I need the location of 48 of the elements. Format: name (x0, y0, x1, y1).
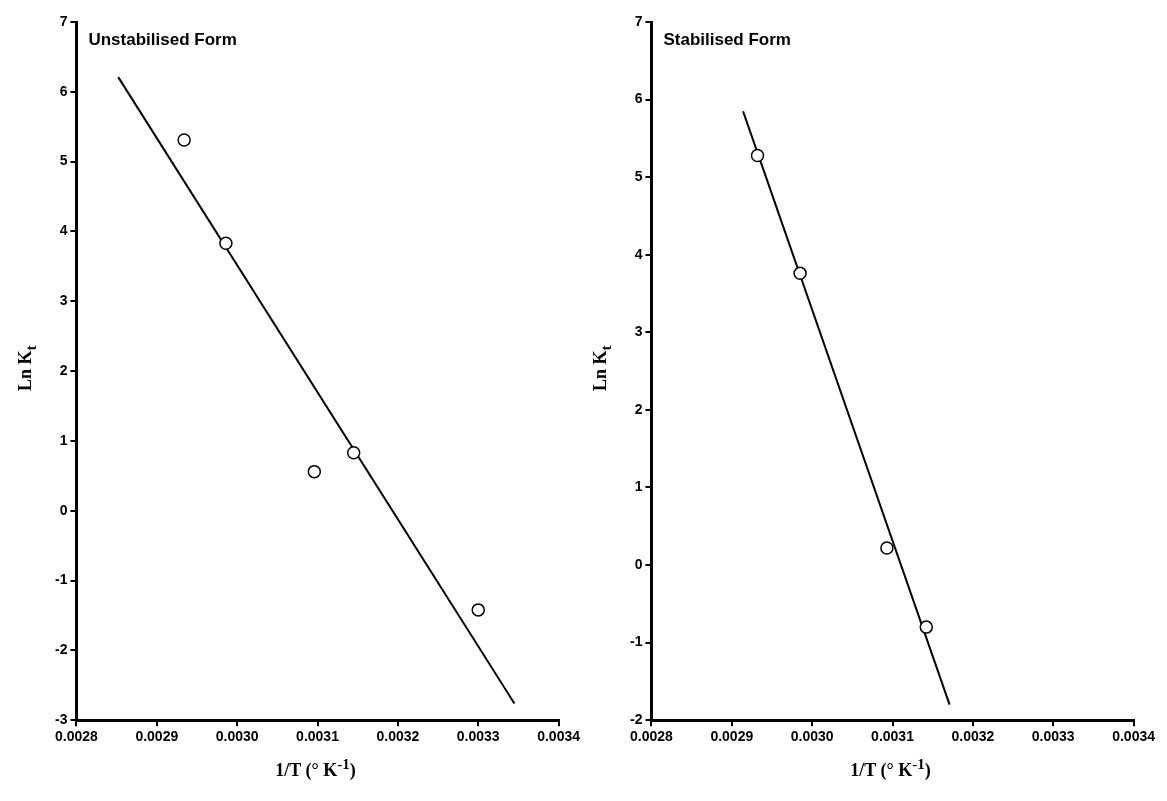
x-tick-label: 0.0032 (376, 728, 420, 745)
text: Stabilised Form (663, 30, 791, 50)
point (471, 603, 485, 617)
y-tick-label: 5 (59, 152, 68, 169)
y-tick-label: 1 (59, 431, 68, 448)
y-tick-label: 0 (634, 555, 643, 572)
y-tick-label: 7 (634, 12, 643, 29)
x-tick-label: 0.0033 (456, 728, 500, 745)
x-axis-title: 1/T (° K$^{-1}$) (849, 756, 932, 781)
x-tick-label: 0.0030 (215, 728, 259, 745)
y-tick-label: 0 (59, 501, 68, 518)
x-tick-label: 0.0031 (296, 728, 340, 745)
y-tick-label: -1 (630, 633, 643, 650)
point (919, 620, 934, 634)
point (880, 541, 894, 555)
point (793, 266, 807, 281)
y-tick-label: -2 (55, 641, 68, 658)
y-tick-label: 6 (634, 90, 643, 107)
point (307, 464, 322, 479)
y-tick-label: 7 (59, 12, 68, 29)
y-tick-label: 4 (59, 222, 68, 239)
y-tick-label: 5 (634, 168, 643, 185)
y-tick-label: 3 (59, 292, 68, 309)
x-tick-label: 0.0030 (790, 728, 834, 745)
x-tick-label: 0.0028 (55, 728, 99, 745)
point (177, 133, 191, 147)
y-tick-label: 6 (59, 82, 68, 99)
y-tick-label: 4 (634, 245, 643, 262)
x-tick-label: 0.0028 (630, 728, 674, 745)
y-tick-label: 2 (634, 400, 643, 417)
y-tick-label: 2 (59, 361, 68, 378)
x-tick-label: 0.0032 (951, 728, 995, 745)
point (346, 446, 361, 460)
x-tick-label: 0.0029 (135, 728, 179, 745)
y-tick-label: 1 (634, 478, 643, 495)
point (219, 236, 233, 251)
y-tick-label: 3 (634, 323, 643, 340)
x-tick-label: 0.0029 (710, 728, 754, 745)
text: Unstabilised Form (88, 30, 237, 50)
x-tick-label: 0.0034 (537, 728, 581, 745)
x-tick-label: 0.0031 (871, 728, 915, 745)
y-tick-label: -3 (55, 711, 68, 728)
y-tick-label: -1 (55, 571, 68, 588)
point (750, 148, 765, 163)
x-axis-title: 1/T (° K$^{-1}$) (274, 756, 357, 781)
y-tick-label: -2 (630, 711, 643, 728)
x-tick-label: 0.0034 (1112, 728, 1156, 745)
x-tick-label: 0.0033 (1031, 728, 1075, 745)
